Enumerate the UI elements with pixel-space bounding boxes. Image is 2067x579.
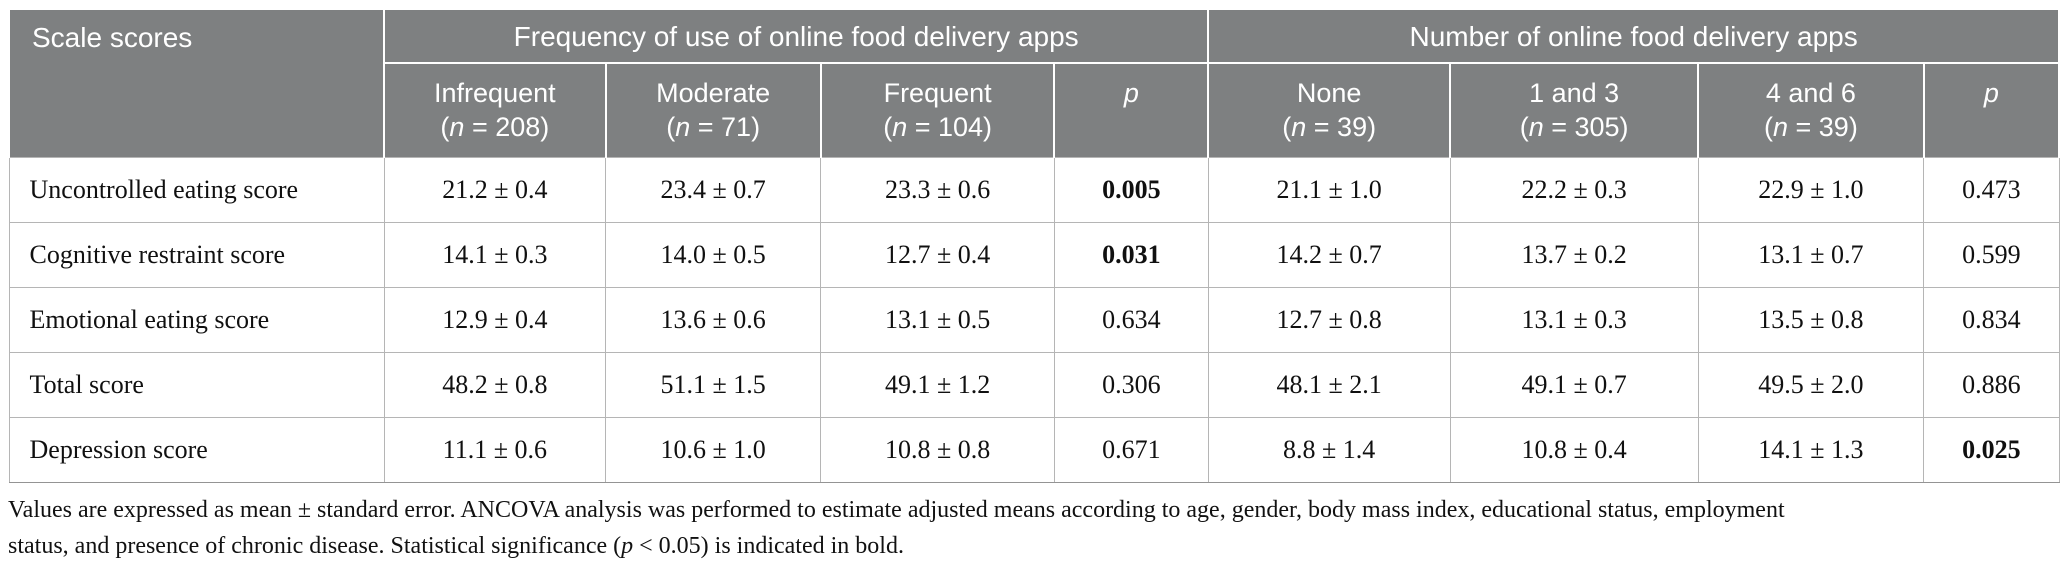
value-cell: 21.2 ± 0.4	[383, 156, 607, 223]
value-cell: 22.9 ± 1.0	[1697, 156, 1925, 223]
column-label: Frequent	[883, 78, 992, 108]
value-cell: 12.7 ± 0.4	[820, 221, 1055, 288]
group-header-frequency: Frequency of use of online food delivery…	[383, 8, 1210, 64]
value-cell: 0.599	[1923, 221, 2060, 288]
value-cell: 14.1 ± 1.3	[1697, 416, 1925, 483]
value-cell: 49.1 ± 0.7	[1449, 351, 1699, 418]
results-table: Scale scores Frequency of use of online …	[7, 8, 2061, 483]
column-label: 4 and 6	[1765, 78, 1856, 108]
value-cell: 22.2 ± 0.3	[1449, 156, 1699, 223]
value-cell: 12.9 ± 0.4	[383, 286, 607, 353]
value-cell: 51.1 ± 1.5	[605, 351, 822, 418]
table-row: Emotional eating score 12.9 ± 0.4 13.6 ± 0…	[8, 286, 2060, 353]
value-cell: 0.634	[1053, 286, 1209, 353]
value-cell: 0.473	[1923, 156, 2060, 223]
column-n: (n = 305)	[1519, 112, 1629, 142]
column-label: Infrequent	[434, 78, 556, 108]
value-cell: 14.2 ± 0.7	[1207, 221, 1451, 288]
corner-header: Scale scores	[7, 8, 386, 158]
value-cell: 14.0 ± 0.5	[605, 221, 822, 288]
value-cell: 49.5 ± 2.0	[1697, 351, 1925, 418]
group-header-row: Scale scores Frequency of use of online …	[7, 8, 2060, 158]
column-n: (n = 208)	[440, 112, 550, 142]
column-n: (n = 39)	[1763, 112, 1858, 142]
value-cell: 21.1 ± 1.0	[1207, 156, 1451, 223]
column-label: Moderate	[656, 78, 771, 108]
value-cell: 49.1 ± 1.2	[820, 351, 1055, 418]
column-header-row: Infrequent (n = 208) Moderate (n = 71) F…	[9, 62, 2061, 158]
row-label: Emotional eating score	[8, 286, 385, 353]
value-cell: 0.834	[1923, 286, 2060, 353]
table-row: Cognitive restraint score 14.1 ± 0.3 14.0 …	[8, 221, 2060, 288]
column-header-4and6: 4 and 6 (n = 39)	[1697, 62, 1925, 158]
footnote-line1: Values are expressed as mean ± standard …	[8, 496, 1785, 523]
column-label: p	[1983, 78, 1999, 108]
value-cell: 0.031	[1053, 221, 1209, 288]
value-cell: 13.1 ± 0.3	[1449, 286, 1699, 353]
footnote-line2: status, and presence of chronic disease.…	[8, 532, 904, 559]
column-n: (n = 71)	[666, 112, 761, 142]
row-label: Uncontrolled eating score	[8, 156, 385, 223]
column-n: (n = 104)	[883, 112, 993, 142]
value-cell: 10.6 ± 1.0	[605, 416, 822, 483]
value-cell: 48.1 ± 2.1	[1207, 351, 1451, 418]
value-cell: 8.8 ± 1.4	[1207, 416, 1451, 483]
column-n: (n = 39)	[1282, 112, 1377, 142]
value-cell: 13.7 ± 0.2	[1449, 221, 1699, 288]
table-footnote: Values are expressed as mean ± standard …	[8, 492, 2060, 564]
table-header: Scale scores Frequency of use of online …	[7, 8, 2061, 158]
value-cell: 0.005	[1053, 156, 1209, 223]
column-header-p-frequency: p	[1053, 62, 1210, 158]
value-cell: 0.886	[1923, 351, 2060, 418]
table-row: Total score 48.2 ± 0.8 51.1 ± 1.5 49.1 ± 1.…	[8, 351, 2060, 418]
table-row: Depression score 11.1 ± 0.6 10.6 ± 1.0 10.8…	[8, 416, 2060, 483]
page: Scale scores Frequency of use of online …	[7, 8, 2061, 564]
column-header-infrequent: Infrequent (n = 208)	[383, 62, 607, 158]
column-header-frequent: Frequent (n = 104)	[819, 62, 1056, 158]
group-header-number: Number of online food delivery apps	[1207, 8, 2060, 64]
row-label: Cognitive restraint score	[8, 221, 385, 288]
column-header-moderate: Moderate (n = 71)	[604, 62, 822, 158]
value-cell: 11.1 ± 0.6	[383, 416, 607, 483]
value-cell: 0.025	[1923, 416, 2060, 483]
value-cell: 0.671	[1053, 416, 1209, 483]
value-cell: 10.8 ± 0.8	[820, 416, 1055, 483]
column-label: p	[1123, 78, 1139, 108]
row-label: Depression score	[8, 416, 385, 483]
table-row: Uncontrolled eating score 21.2 ± 0.4 23.4 …	[8, 156, 2060, 223]
value-cell: 48.2 ± 0.8	[383, 351, 607, 418]
value-cell: 10.8 ± 0.4	[1449, 416, 1699, 483]
value-cell: 13.1 ± 0.5	[820, 286, 1055, 353]
value-cell: 13.6 ± 0.6	[605, 286, 822, 353]
table-body: Uncontrolled eating score 21.2 ± 0.4 23.4 …	[8, 156, 2060, 483]
column-header-none: None (n = 39)	[1207, 62, 1452, 158]
column-label: 1 and 3	[1529, 78, 1620, 108]
column-label: None	[1296, 78, 1362, 108]
column-header-1and3: 1 and 3 (n = 305)	[1449, 62, 1700, 158]
value-cell: 0.306	[1053, 351, 1209, 418]
value-cell: 13.5 ± 0.8	[1697, 286, 1925, 353]
value-cell: 13.1 ± 0.7	[1697, 221, 1925, 288]
value-cell: 14.1 ± 0.3	[383, 221, 607, 288]
value-cell: 23.4 ± 0.7	[605, 156, 822, 223]
row-label: Total score	[8, 351, 385, 418]
value-cell: 23.3 ± 0.6	[820, 156, 1055, 223]
column-header-p-number: p	[1922, 62, 2061, 158]
value-cell: 12.7 ± 0.8	[1207, 286, 1451, 353]
